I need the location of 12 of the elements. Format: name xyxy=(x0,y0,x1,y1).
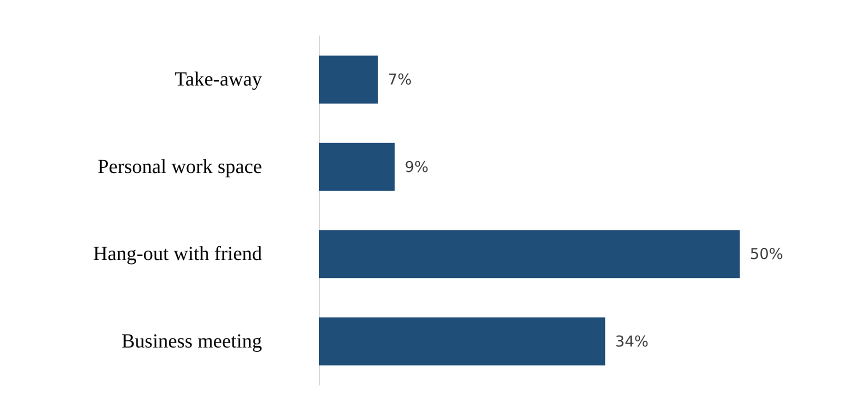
y-tick-label: Personal work space xyxy=(98,156,262,178)
bar xyxy=(319,230,740,278)
bar xyxy=(319,142,395,191)
y-tick-label: Hang-out with friend xyxy=(93,243,262,266)
y-tick-label: Business meeting xyxy=(121,330,262,352)
y-tick-label: Take-away xyxy=(174,68,262,91)
data-label: 7% xyxy=(388,70,412,89)
data-label: 9% xyxy=(404,158,429,176)
bar xyxy=(319,56,378,104)
bar xyxy=(319,317,606,366)
data-label: 50% xyxy=(750,245,784,264)
data-label: 34% xyxy=(615,332,649,350)
